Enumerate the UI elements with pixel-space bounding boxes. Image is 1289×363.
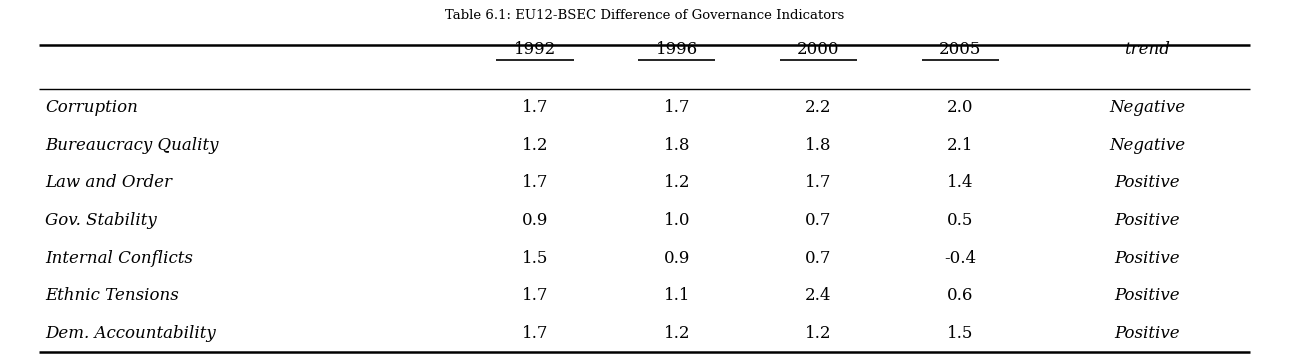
Text: 0.9: 0.9 xyxy=(522,212,548,229)
Text: 0.7: 0.7 xyxy=(806,250,831,266)
Text: Dem. Accountability: Dem. Accountability xyxy=(45,325,215,342)
Text: Positive: Positive xyxy=(1115,175,1179,191)
Text: 1.1: 1.1 xyxy=(664,287,690,304)
Text: 1.2: 1.2 xyxy=(664,175,690,191)
Text: Ethnic Tensions: Ethnic Tensions xyxy=(45,287,179,304)
Text: Negative: Negative xyxy=(1109,137,1186,154)
Text: 1.2: 1.2 xyxy=(664,325,690,342)
Text: Table 6.1: EU12-BSEC Difference of Governance Indicators: Table 6.1: EU12-BSEC Difference of Gover… xyxy=(445,9,844,22)
Text: 1.7: 1.7 xyxy=(522,287,548,304)
Text: 2.1: 2.1 xyxy=(947,137,973,154)
Text: Positive: Positive xyxy=(1115,287,1179,304)
Text: trend: trend xyxy=(1124,41,1170,58)
Text: 1.7: 1.7 xyxy=(806,175,831,191)
Text: 1.4: 1.4 xyxy=(947,175,973,191)
Text: 0.7: 0.7 xyxy=(806,212,831,229)
Text: 1.2: 1.2 xyxy=(522,137,548,154)
Text: 2.2: 2.2 xyxy=(806,99,831,116)
Text: 1.7: 1.7 xyxy=(522,325,548,342)
Text: 0.6: 0.6 xyxy=(947,287,973,304)
Text: 2000: 2000 xyxy=(798,41,839,58)
Text: Internal Conflicts: Internal Conflicts xyxy=(45,250,193,266)
Text: 1.8: 1.8 xyxy=(664,137,690,154)
Text: 1.7: 1.7 xyxy=(664,99,690,116)
Text: 1.8: 1.8 xyxy=(806,137,831,154)
Text: Positive: Positive xyxy=(1115,325,1179,342)
Text: Negative: Negative xyxy=(1109,99,1186,116)
Text: Bureaucracy Quality: Bureaucracy Quality xyxy=(45,137,219,154)
Text: 0.9: 0.9 xyxy=(664,250,690,266)
Text: 1.2: 1.2 xyxy=(806,325,831,342)
Text: -0.4: -0.4 xyxy=(945,250,976,266)
Text: 1992: 1992 xyxy=(514,41,556,58)
Text: 2.4: 2.4 xyxy=(806,287,831,304)
Text: 1.7: 1.7 xyxy=(522,175,548,191)
Text: 1.0: 1.0 xyxy=(664,212,690,229)
Text: Gov. Stability: Gov. Stability xyxy=(45,212,157,229)
Text: 2.0: 2.0 xyxy=(947,99,973,116)
Text: 0.5: 0.5 xyxy=(947,212,973,229)
Text: 1996: 1996 xyxy=(656,41,697,58)
Text: Law and Order: Law and Order xyxy=(45,175,173,191)
Text: Positive: Positive xyxy=(1115,250,1179,266)
Text: 1.5: 1.5 xyxy=(522,250,548,266)
Text: 1.7: 1.7 xyxy=(522,99,548,116)
Text: Corruption: Corruption xyxy=(45,99,138,116)
Text: 2005: 2005 xyxy=(940,41,981,58)
Text: 1.5: 1.5 xyxy=(947,325,973,342)
Text: Positive: Positive xyxy=(1115,212,1179,229)
